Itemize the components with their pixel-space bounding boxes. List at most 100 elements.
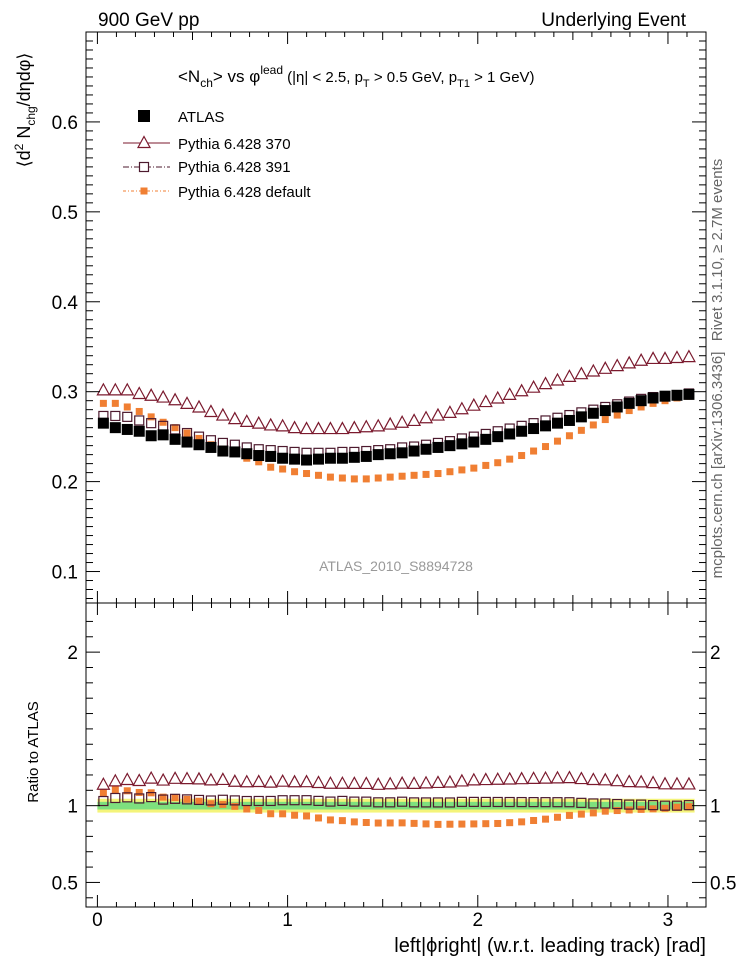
- series-atlas: [97, 388, 695, 466]
- ratio-point-pythia-391: [385, 797, 396, 808]
- legend-label-pythia-default: Pythia 6.428 default: [178, 184, 311, 201]
- ratio-point-pythia-391: [659, 800, 671, 811]
- ratio-point-pythia-391: [432, 797, 444, 808]
- ratio-point-pythia-370: [132, 773, 147, 787]
- point-pythia-default: [279, 465, 287, 473]
- point-pythia-370: [120, 382, 135, 396]
- ratio-point-pythia-default: [195, 797, 203, 805]
- ratio-point-pythia-370: [383, 776, 398, 790]
- ratio-point-pythia-391: [408, 797, 420, 808]
- ratio-point-pythia-default: [506, 819, 514, 827]
- point-pythia-default: [183, 429, 191, 437]
- ratio-point-pythia-370: [144, 770, 159, 784]
- point-pythia-370: [681, 349, 696, 363]
- point-pythia-default: [422, 470, 430, 478]
- ratio-point-pythia-default: [183, 795, 191, 803]
- ratio-point-pythia-default: [494, 819, 502, 827]
- ratio-point-pythia-370: [574, 771, 589, 785]
- ratio-point-pythia-370: [430, 775, 445, 789]
- point-pythia-370: [263, 417, 278, 431]
- ratio-point-pythia-391: [301, 795, 312, 806]
- axis-ticks: 0 1 2 3 0.1 0.2 0.3 0.4 0.5 0.6 0.5 0.5 1 1 2 2: [52, 32, 736, 931]
- ratio-point-pythia-370: [514, 771, 529, 785]
- point-atlas: [109, 422, 121, 434]
- ratio-point-pythia-370: [371, 777, 386, 790]
- point-pythia-default: [506, 455, 514, 463]
- plot-title: <Nch> vs φlead (|η| < 2.5, pT > 0.5 GeV,…: [178, 63, 535, 90]
- legend-marker-pythia-391: [138, 161, 150, 173]
- legend-marker-pythia-370: [136, 135, 152, 149]
- ratio-point-pythia-391: [576, 797, 587, 808]
- point-atlas: [420, 443, 432, 455]
- ratio-point-pythia-370: [622, 774, 637, 788]
- ratio-point-pythia-default: [386, 819, 394, 827]
- ratio-point-pythia-370: [478, 772, 493, 786]
- point-pythia-default: [470, 464, 478, 472]
- ratio-point-pythia-370: [610, 773, 625, 787]
- ratio-point-pythia-391: [504, 796, 515, 808]
- point-atlas: [289, 453, 301, 465]
- point-pythia-370: [407, 413, 422, 427]
- ratio-point-pythia-391: [588, 798, 599, 809]
- ratio-point-pythia-391: [265, 795, 276, 807]
- point-atlas: [265, 450, 277, 462]
- point-atlas: [324, 452, 336, 464]
- point-pythia-default: [553, 437, 561, 445]
- ratio-point-pythia-370: [586, 772, 601, 786]
- point-atlas: [492, 431, 504, 443]
- ratio-point-pythia-391: [564, 797, 575, 808]
- x-axis-label: left|ϕright| (w.r.t. leading track) [rad…: [394, 935, 706, 957]
- point-atlas: [312, 453, 324, 465]
- ratio-point-pythia-370: [466, 772, 481, 786]
- point-pythia-370: [646, 351, 661, 365]
- point-atlas: [540, 420, 552, 432]
- ratio-point-pythia-default: [171, 794, 179, 802]
- point-pythia-370: [132, 386, 147, 400]
- point-pythia-370: [466, 397, 481, 411]
- ratio-series-pythia-391: [98, 792, 695, 811]
- ratio-point-pythia-default: [422, 820, 430, 828]
- ratio-point-pythia-default: [601, 807, 609, 815]
- ratio-point-pythia-391: [193, 794, 205, 806]
- ratio-point-pythia-370: [681, 776, 696, 790]
- ratio-point-pythia-391: [241, 795, 252, 807]
- ratio-point-pythia-370: [562, 770, 577, 784]
- point-atlas: [587, 407, 599, 419]
- ratio-point-pythia-default: [326, 816, 334, 824]
- ratio-point-pythia-370: [287, 774, 302, 788]
- point-atlas: [336, 452, 348, 464]
- ratio-point-pythia-391: [397, 796, 408, 807]
- analysis-watermark: ATLAS_2010_S8894728: [319, 558, 473, 574]
- point-pythia-default: [386, 473, 394, 481]
- point-atlas: [217, 445, 229, 457]
- ratio-point-pythia-370: [395, 775, 410, 789]
- ratio-point-pythia-391: [516, 796, 527, 808]
- ratio-point-pythia-391: [683, 800, 695, 811]
- point-pythia-370: [395, 415, 410, 428]
- point-atlas: [360, 450, 372, 462]
- point-pythia-default: [434, 470, 442, 478]
- ratio-point-pythia-391: [169, 793, 181, 804]
- y-tick-label: 0.1: [52, 563, 78, 584]
- ratio-point-pythia-370: [454, 773, 469, 787]
- ratio-point-pythia-370: [108, 773, 123, 787]
- point-atlas: [575, 411, 587, 423]
- ratio-point-pythia-370: [156, 772, 171, 786]
- ratio-point-pythia-391: [134, 793, 145, 804]
- ratio-point-pythia-370: [191, 771, 206, 785]
- ratio-series-pythia-default: [99, 786, 693, 828]
- point-pythia-default: [577, 426, 585, 434]
- point-pythia-default: [147, 413, 155, 421]
- point-pythia-370: [383, 416, 398, 430]
- point-pythia-default: [482, 461, 490, 469]
- point-atlas: [277, 452, 289, 464]
- ratio-point-pythia-default: [518, 818, 526, 826]
- point-pythia-default: [159, 418, 167, 426]
- point-pythia-391: [122, 411, 133, 422]
- ratio-point-pythia-370: [490, 772, 505, 785]
- point-pythia-default: [601, 416, 609, 424]
- ratio-point-pythia-default: [123, 787, 131, 795]
- point-pythia-default: [625, 407, 633, 415]
